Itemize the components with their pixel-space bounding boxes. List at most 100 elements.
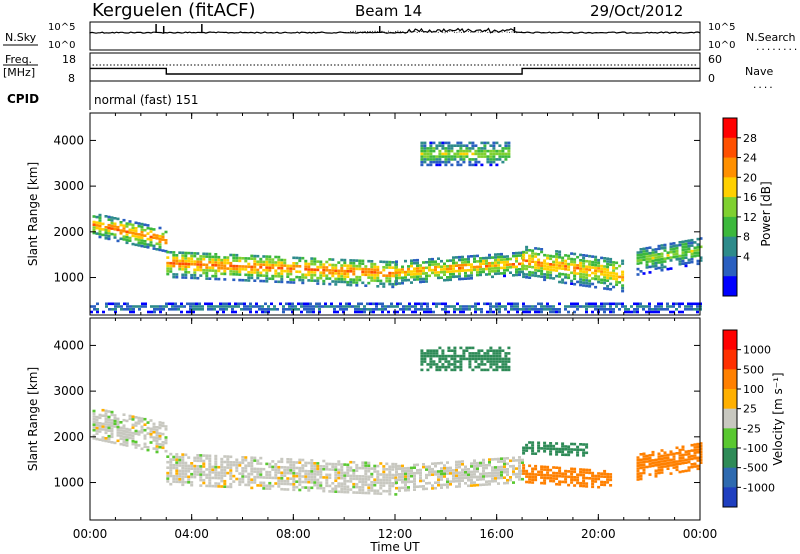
velocity-cell [391,465,395,469]
velocity-cell [274,468,278,472]
power-cell [570,279,574,283]
velocity-cell [169,458,173,461]
power-cell [349,270,353,273]
power-cell [238,270,242,274]
power-cell [166,261,170,265]
velocity-cell [564,475,568,478]
velocity-cell [370,489,374,492]
velocity-cell [391,476,395,480]
velocity-cell [534,478,538,482]
power-cell [358,259,362,263]
velocity-cell [441,365,445,369]
power-cell [202,268,206,272]
velocity-cell [355,485,359,489]
power-cell [552,268,556,272]
power-cell [582,275,586,279]
velocity-cell [340,482,344,485]
velocity-cell [479,461,482,465]
velocity-cell [494,466,497,469]
velocity-cell [158,437,162,441]
velocity-cell [161,424,165,428]
power-cell [500,261,503,264]
power-cell [226,267,230,270]
velocity-cell [675,460,679,463]
velocity-cell [434,473,437,476]
power-cell [498,158,502,161]
velocity-cell [364,478,368,481]
power-cell [455,269,458,273]
power-cell [162,305,165,308]
power-cell [462,152,466,156]
power-cell [651,248,655,252]
velocity-cell [175,469,179,473]
power-cell [452,259,455,262]
velocity-cell [537,473,541,476]
velocity-cell [107,429,111,432]
velocity-cell [522,466,526,470]
velocity-cell [385,481,389,485]
power-cell [429,141,433,145]
velocity-cell [373,467,377,470]
velocity-cell [509,478,512,482]
velocity-cell [453,346,457,350]
velocity-cell [486,360,490,363]
power-cell [198,308,201,311]
velocity-cell [382,473,386,476]
velocity-cell [187,475,191,479]
velocity-cell [672,463,676,467]
power-cell [696,262,700,266]
power-cell [440,259,443,263]
velocity-cell [531,472,535,476]
power-cell [352,264,356,268]
power-cell [122,218,126,222]
velocity-cell [322,476,326,479]
velocity-cell [301,480,305,484]
velocity-cell [479,478,482,481]
power-cell [205,277,209,280]
power-cell [666,254,670,257]
velocity-cell [202,462,206,466]
power-cell [125,236,129,239]
power-cell [280,269,284,273]
power-cell [184,262,188,266]
power-cell [687,305,690,308]
velocity-cell [259,481,263,485]
power-cell [342,310,345,314]
power-cell [253,260,257,263]
power-cell [612,308,615,311]
power-cell [196,257,200,261]
freq-label: Freq. [5,53,32,66]
velocity-cell [567,448,571,451]
power-cell [681,302,684,306]
velocity-cell [582,479,586,482]
velocity-cell [325,484,329,488]
power-cell [666,267,670,271]
power-cell [606,302,609,306]
velocity-cell [669,450,673,453]
velocity-cell [104,428,108,432]
power-cell [258,305,261,308]
power-cell [606,265,610,269]
power-cell [423,310,426,314]
power-cell [369,302,372,306]
velocity-cell [639,466,643,470]
velocity-cell [687,455,691,458]
velocity-cell [446,466,449,470]
power-cell [660,263,664,266]
power-cell [642,305,645,308]
velocity-cell [503,457,506,460]
velocity-cell [104,420,108,424]
power-cell [522,267,526,270]
velocity-cell [491,458,494,461]
velocity-cell [441,357,445,361]
power-cell [361,267,365,271]
velocity-cell [110,427,114,430]
power-cell [379,279,383,283]
power-cell [372,310,375,314]
velocity-cell [289,466,293,469]
power-cell [190,257,194,260]
velocity-cell [450,357,454,361]
power-cell [429,149,433,153]
power-cell [408,305,411,308]
velocity-cell [125,433,129,436]
